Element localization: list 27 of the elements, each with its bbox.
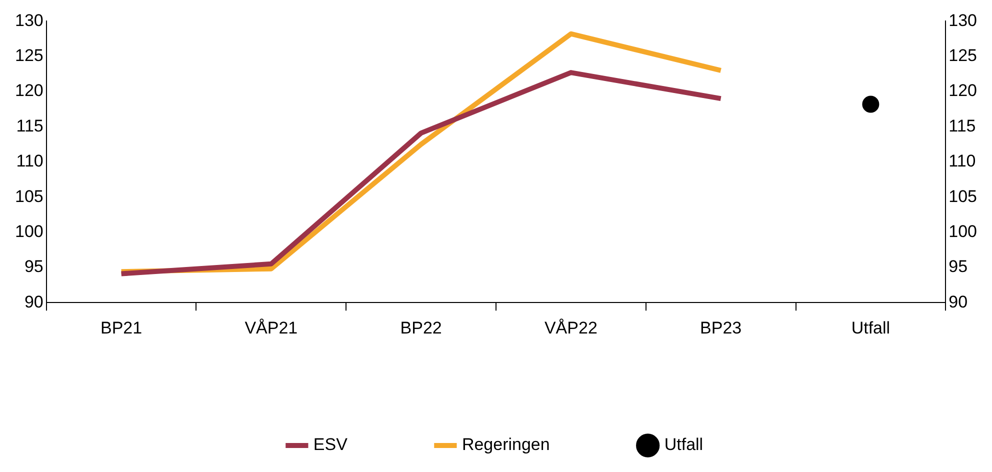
y-tick-label: 125 [14,46,44,66]
y-tick-label: 105 [14,186,44,206]
x-tick-label: BP21 [100,318,142,338]
y2-tick-label: 110 [948,152,976,171]
y2-tick-label: 130 [948,10,978,30]
y-tick-label: 100 [14,222,44,241]
y2-tick-label: 105 [948,186,978,206]
y-tick-label: 130 [14,10,44,30]
y2-tick-label: 120 [948,81,978,100]
y-tick-label: 95 [24,257,44,276]
x-tick-label: VÅP21 [244,318,298,338]
x-tick-label: BP23 [700,318,742,338]
y2-tick-label: 90 [948,292,968,312]
legend-label: Utfall [664,435,704,454]
y2-tick-label: 115 [948,116,976,136]
y-tick-label: 90 [24,292,44,312]
legend-label: ESV [313,435,348,454]
x-tick-label: Utfall [851,318,890,338]
y2-tick-label: 95 [948,257,968,276]
y-tick-label: 110 [16,152,44,171]
y2-tick-label: 125 [948,46,978,66]
x-tick-label: VÅP22 [544,318,598,338]
x-tick-label: BP22 [400,318,442,338]
y-tick-label: 120 [14,81,44,100]
y2-tick-label: 100 [948,222,978,241]
legend-label: Regeringen [462,435,550,454]
y-tick-label: 115 [16,116,44,136]
